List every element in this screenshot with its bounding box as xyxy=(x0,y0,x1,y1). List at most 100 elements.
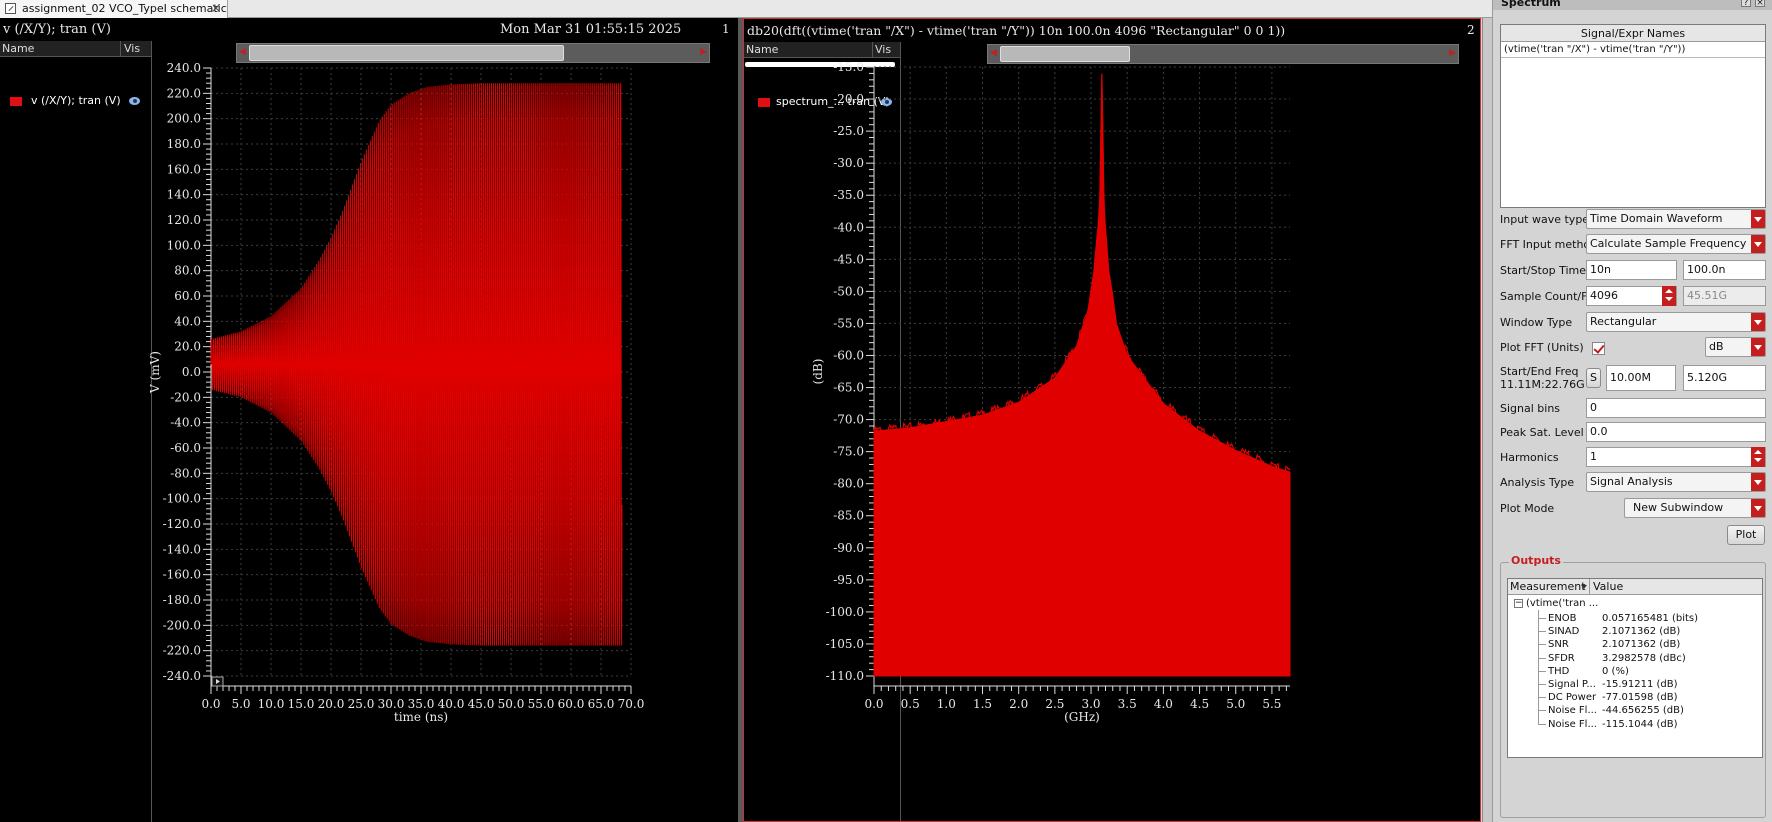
x-axis-label: (GHz) xyxy=(1064,710,1100,724)
panel-splitter[interactable] xyxy=(1482,18,1492,822)
start-time-input[interactable]: 10n xyxy=(1586,260,1677,280)
fft-units-select[interactable]: dB xyxy=(1705,337,1766,357)
start-stop-time-row: Start/Stop Time 10n 100.0n xyxy=(1500,260,1768,282)
chevron-down-icon xyxy=(1751,338,1765,356)
harmonics-stepper[interactable]: 1 xyxy=(1586,447,1766,467)
tab-label: assignment_02 VCO_TypeI schematic xyxy=(22,2,227,15)
visibility-eye-icon[interactable] xyxy=(881,98,892,106)
harmonics-label: Harmonics xyxy=(1500,451,1559,464)
measurement-row[interactable]: SFDR 3.2982578 (dBc) xyxy=(1508,651,1758,666)
x-tick-label: 5.0 xyxy=(231,697,250,711)
outputs-group: Outputs Measurement Value − (vtime('tran… xyxy=(1500,554,1766,818)
measurement-value: 3.2982578 (dBc) xyxy=(1602,652,1686,664)
spectrum-title: Spectrum xyxy=(1501,0,1561,9)
legend-scrollbar[interactable] xyxy=(745,62,895,67)
analysis-type-select[interactable]: Signal Analysis xyxy=(1586,472,1766,492)
s-button[interactable]: S xyxy=(1586,368,1601,388)
input-wave-type-row: Input wave type Time Domain Waveform xyxy=(1500,209,1768,231)
signal-bins-label: Signal bins xyxy=(1500,402,1561,415)
x-tick-label: 25.0 xyxy=(348,697,375,711)
chevron-down-icon xyxy=(1751,210,1765,228)
x-tick-label: 1.5 xyxy=(973,697,992,711)
scroll-right-arrow-icon[interactable]: ▶ xyxy=(700,47,707,57)
legend-item[interactable]: spectrum_... tran (V) xyxy=(744,94,899,110)
signal-expr-row[interactable]: (vtime('tran "/X") - vtime('tran "/Y")) xyxy=(1501,42,1765,58)
sample-count-stepper[interactable]: 4096 xyxy=(1586,286,1677,306)
input-wave-type-select[interactable]: Time Domain Waveform xyxy=(1586,209,1766,229)
measurement-row[interactable]: Signal P... -15.91211 (dB) xyxy=(1508,677,1758,692)
spectrum-trace xyxy=(873,74,1291,476)
scroll-right-arrow-icon[interactable]: ▶ xyxy=(1449,48,1456,58)
tree-root-row[interactable]: − (vtime('tran ... xyxy=(1508,596,1758,611)
scroll-left-arrow-icon[interactable]: ◀ xyxy=(990,48,997,58)
legend-item[interactable]: v (/X/Y); tran (V) xyxy=(0,93,150,109)
stepper-arrows-icon[interactable] xyxy=(1662,286,1676,306)
trace-legend: Name Vis v (/X/Y); tran (V) xyxy=(0,41,152,822)
measurement-row[interactable]: Noise Fl... -115.1044 (dB) xyxy=(1508,717,1758,732)
x-tick-label: 45.0 xyxy=(468,697,495,711)
measurement-row[interactable]: SINAD 2.1071362 (dB) xyxy=(1508,624,1758,639)
y-tick-label: -30.0 xyxy=(833,156,864,170)
stepper-arrows-icon[interactable] xyxy=(1751,447,1765,467)
end-freq-input[interactable]: 5.120G xyxy=(1683,365,1766,391)
chevron-down-icon xyxy=(1751,473,1765,491)
start-freq-input[interactable]: 10.00M xyxy=(1606,365,1676,391)
window-type-select[interactable]: Rectangular xyxy=(1586,312,1766,332)
peak-sat-level-input[interactable]: 0.0 xyxy=(1586,422,1766,442)
window-splitter[interactable] xyxy=(738,18,743,822)
x-axis-label: time (ns) xyxy=(394,710,448,724)
y-tick-label: 60.0 xyxy=(174,289,201,303)
spectrum-chart[interactable]: 0.0 0.5 1.0 1.5 2.0 2.5 3.0 3.5 4.0 4.5 5.0 5.5 -15.… xyxy=(744,19,1480,821)
plot-date: Mon Mar 31 01:55:15 2025 xyxy=(500,22,682,37)
value-column-header[interactable]: Value xyxy=(1593,580,1624,593)
help-icon[interactable]: ? xyxy=(1741,0,1751,8)
stop-time-input[interactable]: 100.0n xyxy=(1683,260,1766,280)
transient-chart[interactable]: 0.0 5.0 10.0 15.0 20.0 25.0 30.0 35.0 40.0 45.0 50… xyxy=(0,18,738,822)
tab-schematic[interactable]: assignment_02 VCO_TypeI schematic × xyxy=(0,0,228,18)
close-icon[interactable]: × xyxy=(1755,0,1765,8)
measurement-row[interactable]: DC Power -77.01598 (dB) xyxy=(1508,690,1758,705)
y-tick-label: -80.0 xyxy=(833,477,864,491)
measurement-row[interactable]: ENOB 0.057165481 (bits) xyxy=(1508,611,1758,626)
y-tick-label: -70.0 xyxy=(833,413,864,427)
x-tick-label: 3.0 xyxy=(1081,697,1100,711)
y-tick-label: -35.0 xyxy=(833,188,864,202)
trace-color-swatch xyxy=(10,97,22,106)
scroll-thumb[interactable] xyxy=(1000,46,1130,62)
x-zoom-scrollbar[interactable]: ◀ ▶ xyxy=(236,43,710,63)
x-zoom-scrollbar[interactable]: ◀ ▶ xyxy=(987,44,1459,64)
analysis-type-label: Analysis Type xyxy=(1500,476,1575,489)
select-value: dB xyxy=(1709,340,1724,353)
collapse-icon[interactable]: − xyxy=(1514,598,1523,608)
plot-button[interactable]: Plot xyxy=(1727,525,1765,545)
measurement-column-header[interactable]: Measurement xyxy=(1510,580,1586,593)
y-tick-label: -85.0 xyxy=(833,509,864,523)
x-tick-label: 50.0 xyxy=(498,697,525,711)
measurement-row[interactable]: Noise Fl... -44.656255 (dB) xyxy=(1508,703,1758,718)
visibility-eye-icon[interactable] xyxy=(129,97,140,105)
signal-bins-input[interactable]: 0 xyxy=(1586,398,1766,418)
plot-mode-select[interactable]: New Subwindow xyxy=(1624,498,1766,518)
y-tick-label: 180.0 xyxy=(167,137,201,151)
x-tick-label: 20.0 xyxy=(318,697,345,711)
measurement-name: DC Power xyxy=(1548,692,1597,704)
close-icon[interactable]: × xyxy=(210,1,221,15)
y-tick-label: -40.0 xyxy=(833,220,864,234)
scroll-left-arrow-icon[interactable]: ◀ xyxy=(239,47,246,57)
y-tick-label: -180.0 xyxy=(163,593,201,607)
signal-expr-list: Signal/Expr Names (vtime('tran "/X") - v… xyxy=(1500,24,1766,208)
y-tick-label: -100.0 xyxy=(826,605,864,619)
plot-fft-checkbox[interactable] xyxy=(1592,342,1605,355)
y-axis-label: V (mV) xyxy=(148,351,162,394)
tab-bar: assignment_02 VCO_TypeI schematic × xyxy=(0,0,1492,18)
measurement-value: -77.01598 (dB) xyxy=(1602,692,1678,704)
fft-input-method-select[interactable]: Calculate Sample Frequency xyxy=(1586,234,1766,254)
measurement-row[interactable]: SNR 2.1071362 (dB) xyxy=(1508,637,1758,652)
scroll-thumb[interactable] xyxy=(249,45,564,61)
y-tick-label: -95.0 xyxy=(833,573,864,587)
y-tick-label: -75.0 xyxy=(833,445,864,459)
measurement-name: ENOB xyxy=(1548,613,1577,624)
measurement-row[interactable]: THD 0 (%) xyxy=(1508,664,1758,679)
stepper-value: 1 xyxy=(1590,450,1597,463)
spectrum-fill xyxy=(873,73,1291,677)
